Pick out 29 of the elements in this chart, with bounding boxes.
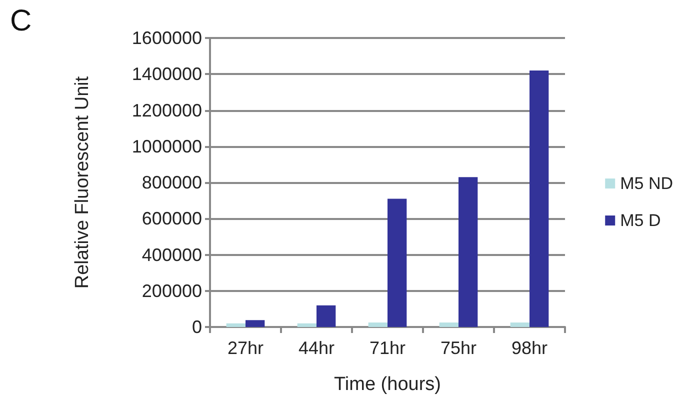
y-tick-label: 400000 [142, 244, 202, 265]
text: C [10, 4, 32, 38]
y-tick-label: 600000 [142, 208, 202, 229]
bar [439, 322, 458, 327]
y-tick-label: 800000 [142, 172, 202, 192]
bar [368, 322, 388, 327]
x-tick-label: 27hr [227, 338, 264, 358]
y-axis-title: Relative Fluorescent Unit [72, 76, 93, 289]
x-tick-label: 98hr [511, 338, 548, 358]
y-tick-label: 1400000 [132, 64, 202, 84]
bar [388, 198, 407, 327]
x-tick-label: 71hr [369, 338, 406, 358]
bar [510, 322, 530, 327]
y-tick-label: 1000000 [132, 136, 202, 156]
bar [530, 70, 549, 327]
y-tick-label: 0 [192, 317, 202, 337]
bar [458, 177, 478, 327]
bar [246, 320, 265, 327]
x-tick-label: 44hr [298, 338, 335, 358]
x-tick-label: 75hr [440, 338, 477, 358]
y-tick-label: 1200000 [132, 100, 202, 120]
bar [297, 323, 316, 327]
legend-label: M5 ND [620, 174, 674, 193]
legend-label: M5 D [620, 211, 661, 230]
y-tick-label: 200000 [142, 280, 202, 301]
bar [316, 305, 336, 327]
x-axis-title: Time (hours) [334, 374, 441, 395]
bar [226, 323, 246, 327]
y-tick-label: 1600000 [132, 28, 202, 48]
